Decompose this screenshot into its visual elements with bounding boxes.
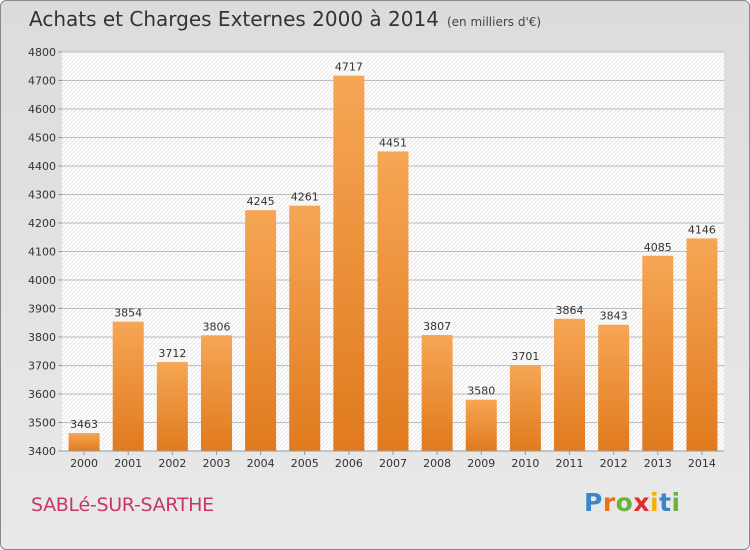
brand-letter: P [584,488,603,517]
bar-value-label: 3701 [511,350,539,363]
bar-2007 [377,151,409,451]
bar-value-label: 3463 [70,418,98,431]
x-tick-label: 2011 [556,457,584,470]
bar-2008 [421,335,453,451]
bar-2002 [156,362,188,451]
bars: 3463 3854 3712 3806 4245 4261 4717 4451 3807 3580… [68,61,718,451]
y-tick-label: 4700 [28,75,56,88]
bar-2004 [245,210,277,451]
y-tick-label: 4600 [28,103,56,116]
bar-2013 [642,255,674,451]
y-tick-label: 4200 [28,217,56,230]
brand-letter: t [659,488,672,517]
bar-value-label: 4085 [644,241,672,254]
x-tick-label: 2001 [114,457,142,470]
bar-2009 [465,399,497,451]
y-tick-label: 4300 [28,189,56,202]
y-tick-label: 4100 [28,246,56,259]
bar-2000 [68,433,100,451]
bar-2001 [112,321,144,451]
x-tick-label: 2012 [600,457,628,470]
chart-title-text: Achats et Charges Externes 2000 à 2014 [29,7,439,31]
x-axis: 2000 2001 2002 2003 2004 2005 2006 2007 2008 2009… [70,451,716,470]
bar-2011 [554,318,586,451]
bar-value-label: 4717 [335,61,363,74]
bar-value-label: 3712 [158,347,186,360]
bar-2003 [200,335,232,451]
x-tick-label: 2002 [158,457,186,470]
bar-value-label: 3806 [202,320,230,333]
bar-value-label: 4451 [379,136,407,149]
bar-2012 [598,324,630,451]
bar-value-label: 4146 [688,223,716,236]
x-tick-label: 2008 [423,457,451,470]
bar-2006 [333,75,365,451]
y-tick-label: 4400 [28,160,56,173]
bar-value-label: 3854 [114,307,142,320]
y-tick-label: 3700 [28,360,56,373]
bar-2010 [509,365,541,451]
bar-2014 [686,238,718,451]
brand-letter: r [602,488,616,517]
x-tick-label: 2004 [247,457,275,470]
x-tick-label: 2000 [70,457,98,470]
bar-value-label: 3807 [423,320,451,333]
x-tick-label: 2010 [511,457,539,470]
x-tick-label: 2005 [291,457,319,470]
bar-2005 [289,205,321,451]
y-tick-label: 3900 [28,303,56,316]
y-tick-label: 3500 [28,417,56,430]
brand-logo: Proxiti [584,488,681,517]
chart-subtitle: (en milliers d'€) [446,15,542,29]
bar-value-label: 4245 [247,195,275,208]
brand-letter: i [650,488,660,517]
city-name: SABLé-SUR-SARTHE [31,494,214,516]
bar-value-label: 3864 [556,304,584,317]
x-tick-label: 2003 [202,457,230,470]
y-tick-label: 4800 [28,46,56,59]
x-tick-label: 2014 [688,457,716,470]
brand-letter: i [671,488,681,517]
y-tick-label: 3600 [28,388,56,401]
bar-value-label: 3580 [467,385,495,398]
x-tick-label: 2013 [644,457,672,470]
y-tick-label: 3400 [28,445,56,458]
bar-value-label: 3843 [600,310,628,323]
x-tick-label: 2009 [467,457,495,470]
brand-letter: x [633,488,650,517]
y-tick-label: 3800 [28,331,56,344]
x-tick-label: 2007 [379,457,407,470]
y-axis: 3400 3500 3600 3700 3800 3900 4000 4100 4200 4300… [28,46,62,458]
y-tick-label: 4000 [28,274,56,287]
y-tick-label: 4500 [28,132,56,145]
bar-value-label: 4261 [291,191,319,204]
chart-title: Achats et Charges Externes 2000 à 2014 (e… [29,7,541,31]
x-tick-label: 2006 [335,457,363,470]
brand-letter: o [615,488,634,517]
